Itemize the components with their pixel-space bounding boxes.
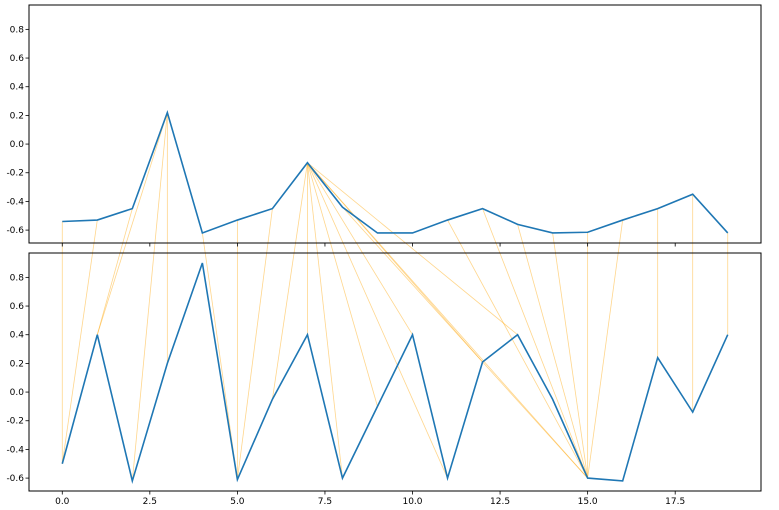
bottom-y-tick-label: -0.2	[6, 417, 24, 427]
bottom-axes: 0.8 0.6 0.4 0.2 0.0 -0.2 -0.4 -0.6 0.0 2.5 5.0 7.5…	[6, 252, 762, 507]
bottom-y-tick-label: 0.8	[10, 273, 25, 283]
connector-lines	[61, 112, 729, 482]
connector-line	[307, 162, 378, 407]
connector-line	[96, 208, 133, 335]
x-tick-label: 15.0	[578, 497, 598, 507]
bottom-y-tick-label: 0.4	[10, 331, 25, 341]
x-tick-label: 7.5	[318, 497, 332, 507]
bottom-y-ticks: 0.8 0.6 0.4 0.2 0.0 -0.2 -0.4 -0.6	[6, 273, 29, 484]
connector-line	[307, 162, 518, 336]
x-tick-label: 5.0	[230, 497, 245, 507]
top-y-tick-label: -0.4	[6, 197, 24, 207]
bottom-y-tick-label: 0.6	[10, 302, 25, 312]
bottom-axes-frame	[28, 252, 762, 492]
connector-line	[307, 162, 413, 335]
bottom-x-ticks: 0.0 2.5 5.0 7.5 10.0 12.5 15.0 17.5	[55, 491, 685, 507]
connector-line	[272, 162, 308, 400]
connector-line	[307, 162, 343, 479]
top-y-tick-label: 0.8	[10, 25, 25, 35]
connector-line	[447, 219, 588, 479]
connector-line	[482, 208, 589, 479]
top-y-tick-label: 0.4	[10, 83, 25, 93]
connector-line	[587, 220, 624, 479]
connector-line	[307, 162, 448, 479]
connector-line	[342, 206, 588, 479]
x-tick-label: 12.5	[490, 497, 510, 507]
connector-line	[552, 232, 589, 479]
top-axes-frame	[28, 4, 762, 244]
bottom-y-tick-label: -0.4	[6, 445, 24, 455]
bottom-y-tick-label: 0.2	[10, 359, 24, 369]
top-y-tick-label: -0.2	[6, 169, 24, 179]
connector-line	[307, 162, 588, 479]
top-series-line	[62, 109, 729, 235]
top-y-tick-label: 0.2	[10, 111, 24, 121]
connector-line	[517, 224, 589, 479]
connector-line	[61, 220, 98, 464]
connector-line	[96, 112, 168, 335]
top-y-tick-label: 0.6	[10, 54, 25, 64]
top-y-tick-label: 0.0	[10, 140, 25, 150]
top-axes: 0.8 0.6 0.4 0.2 0.0 -0.2 -0.4 -0.6	[6, 4, 762, 247]
x-tick-label: 0.0	[55, 497, 70, 507]
top-y-tick-label: -0.6	[6, 226, 24, 236]
bottom-y-tick-label: -0.6	[6, 474, 24, 484]
connector-line	[236, 208, 273, 480]
bottom-y-tick-label: 0.0	[10, 388, 25, 398]
x-tick-label: 2.5	[143, 497, 157, 507]
connector-line	[131, 112, 168, 482]
connector-line	[307, 162, 483, 363]
x-tick-label: 17.5	[665, 497, 685, 507]
top-x-ticks	[61, 243, 676, 247]
connector-line	[201, 232, 238, 480]
top-y-ticks: 0.8 0.6 0.4 0.2 0.0 -0.2 -0.4 -0.6	[6, 25, 29, 236]
x-tick-label: 10.0	[402, 497, 422, 507]
bottom-series-line	[61, 262, 729, 485]
